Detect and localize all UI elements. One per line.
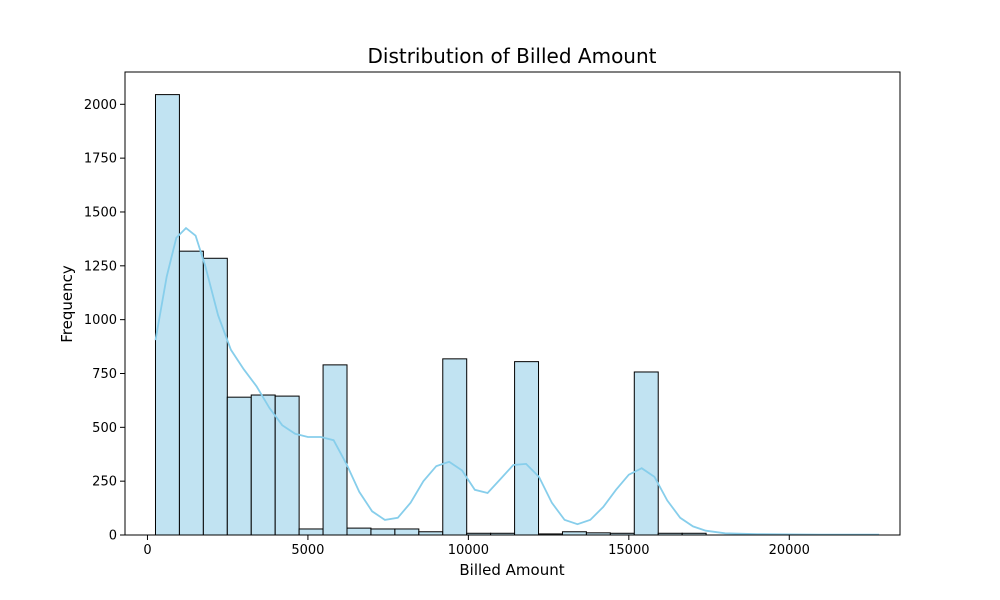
histogram-bar [298, 528, 324, 536]
y-axis-label: Frequency [58, 265, 76, 343]
y-tick-label: 1000 [84, 313, 117, 328]
x-axis-label: Billed Amount [459, 561, 564, 579]
histogram-bar [178, 250, 204, 536]
y-tick-label: 0 [109, 529, 117, 544]
x-tick-label: 15000 [608, 543, 649, 558]
y-tick-label: 2000 [84, 98, 117, 113]
histogram-bar [346, 527, 372, 536]
y-tick-label: 500 [92, 421, 117, 436]
y-tick-label: 1500 [84, 205, 117, 220]
y-tick-label: 750 [92, 367, 117, 382]
x-tick-label: 10000 [448, 543, 489, 558]
x-tick-label: 20000 [769, 543, 810, 558]
histogram-bar [322, 364, 348, 536]
plot-frame [124, 71, 901, 536]
histogram-bars [154, 94, 707, 536]
y-tick-label: 1750 [84, 152, 117, 167]
histogram-bar [514, 361, 540, 536]
y-tick-label: 1250 [84, 259, 117, 274]
y-tick-label: 250 [92, 475, 117, 490]
histogram-bar [394, 528, 420, 536]
histogram-bar [633, 371, 659, 536]
chart-title: Distribution of Billed Amount [367, 44, 656, 68]
x-axis-ticks: 0 5000 10000 15000 20000 [143, 535, 810, 558]
histogram-bar [442, 358, 468, 536]
histogram-bar [202, 257, 228, 536]
x-tick-label: 0 [143, 543, 151, 558]
kde-curve [154, 226, 880, 536]
y-axis-ticks: 0 250 500 750 1000 1250 1500 1750 2000 [84, 98, 125, 544]
histogram-bar [370, 528, 396, 536]
x-tick-label: 5000 [291, 543, 324, 558]
histogram-bar [226, 396, 252, 536]
histogram-bar [274, 395, 300, 536]
histogram-bar [250, 394, 276, 536]
